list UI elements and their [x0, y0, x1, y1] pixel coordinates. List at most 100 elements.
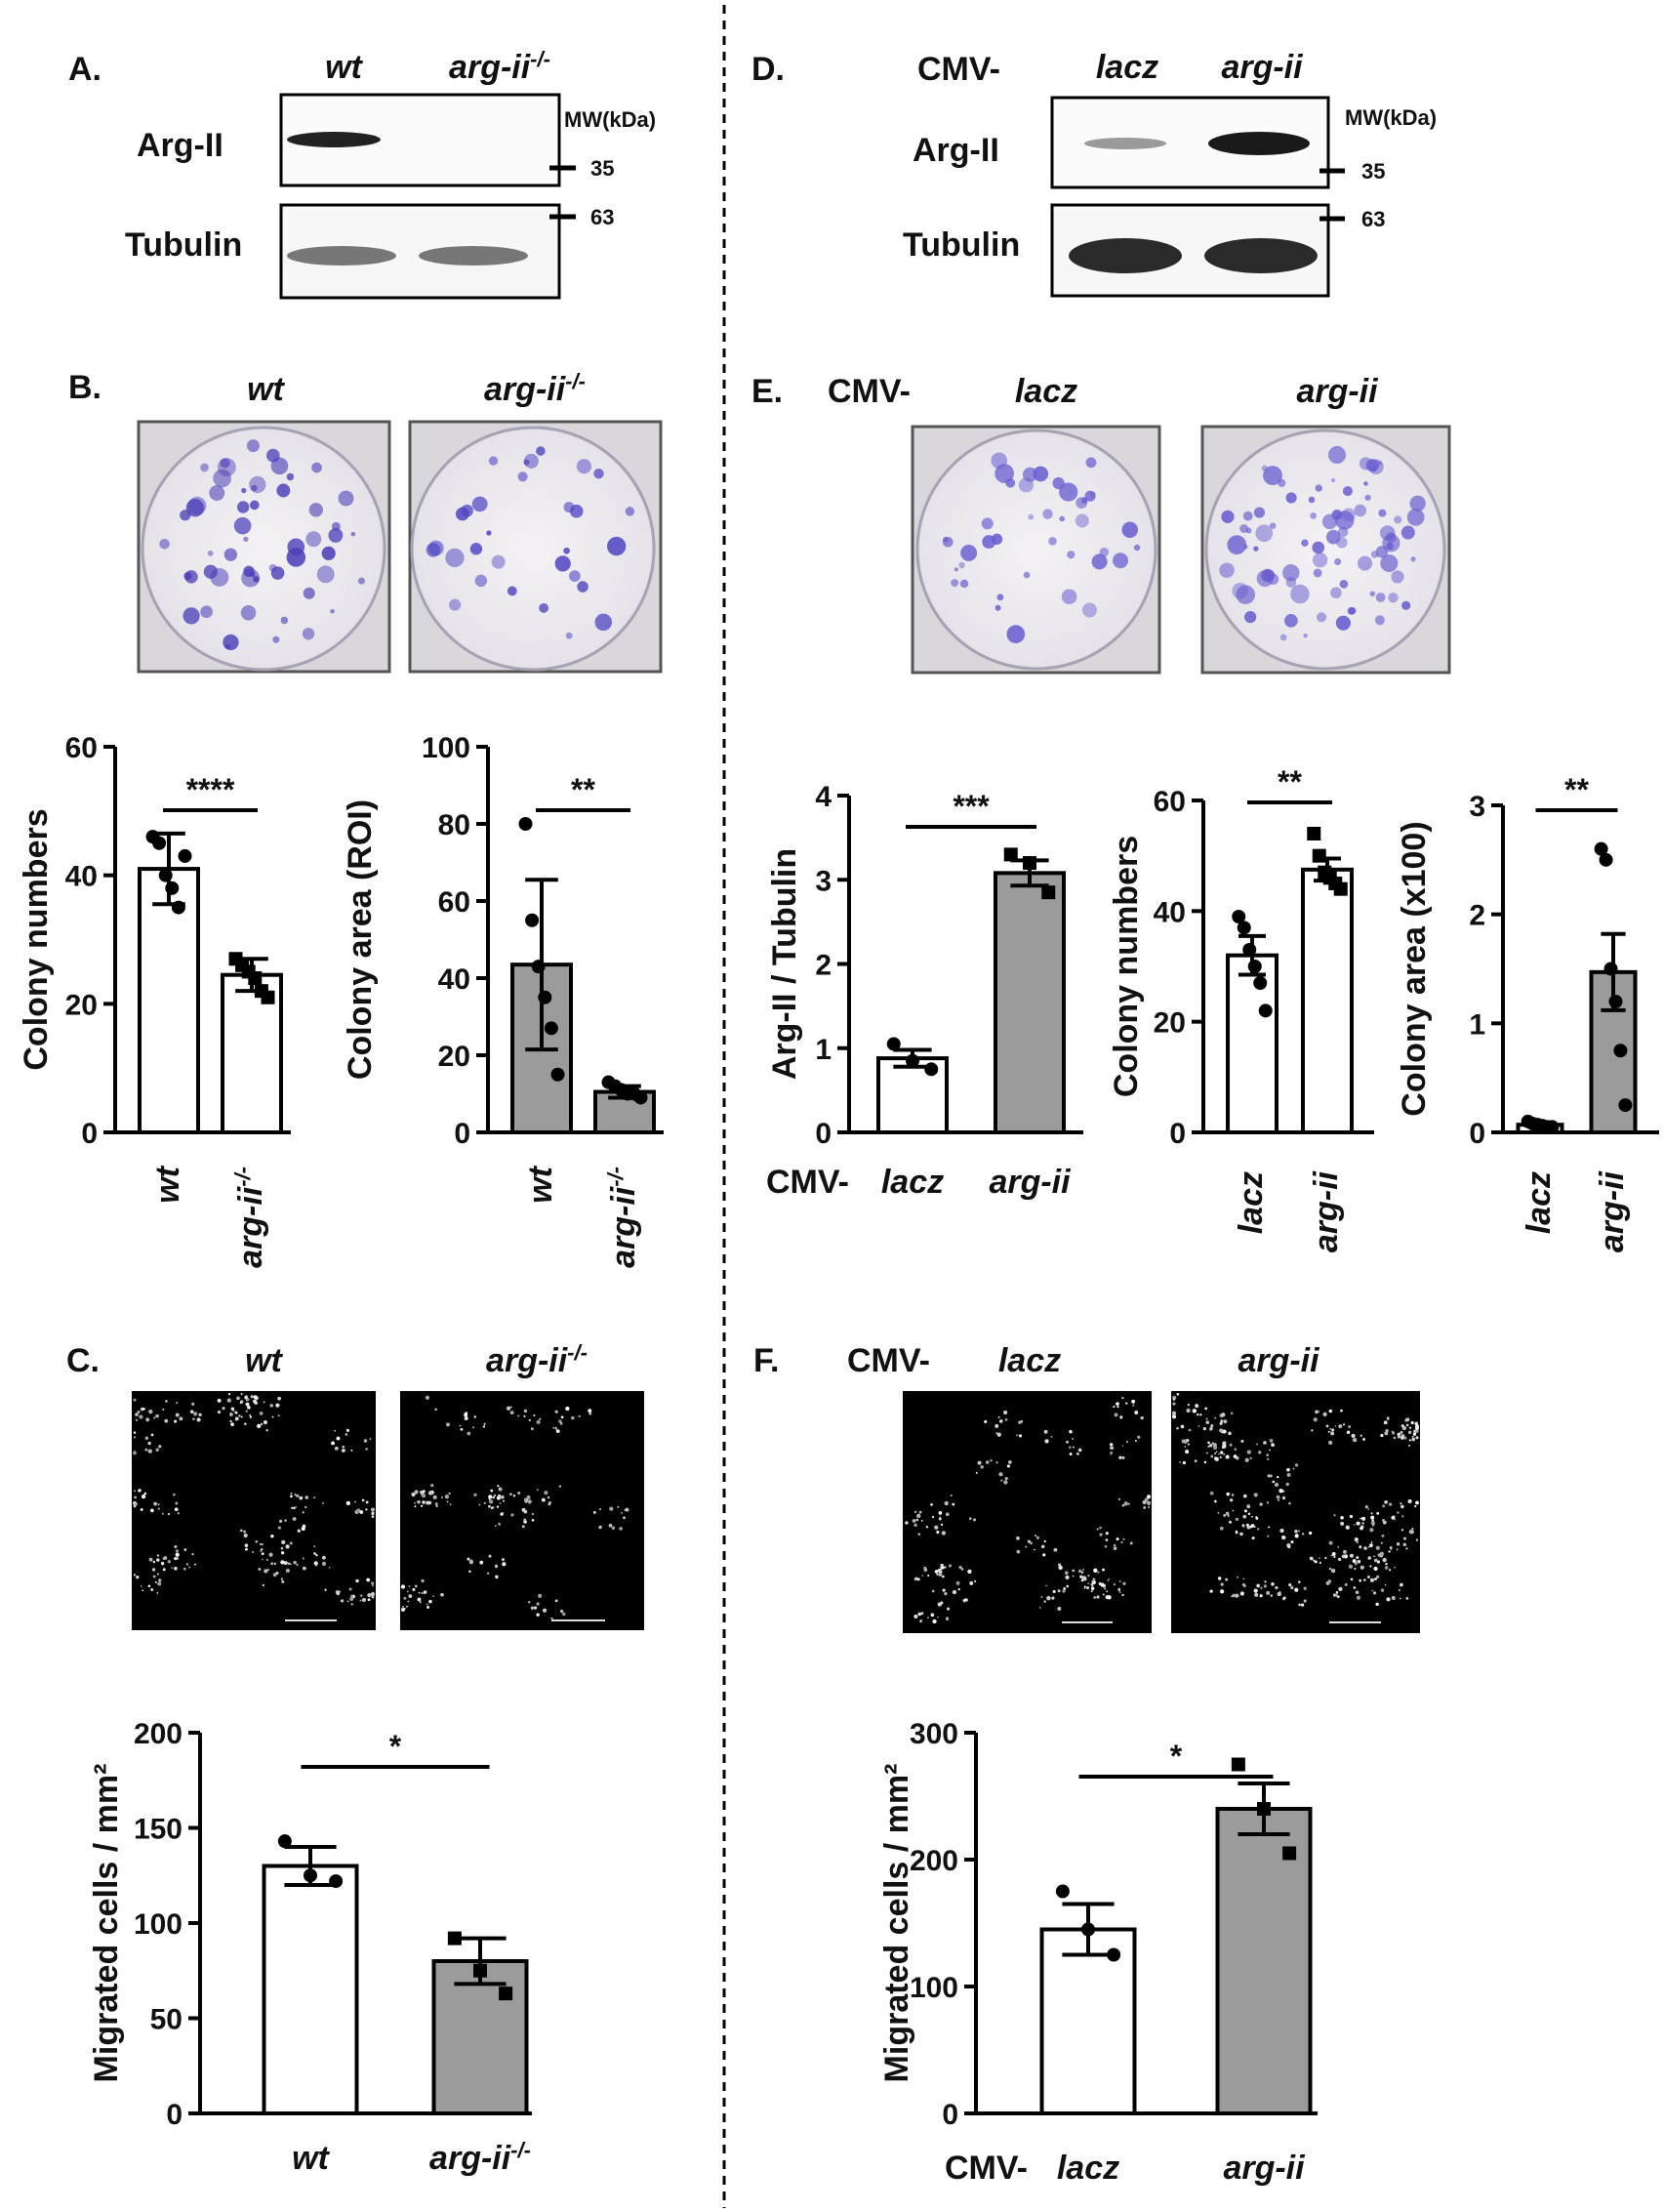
panel-letter-b: B. [68, 369, 101, 406]
migrated-cell [467, 1431, 471, 1436]
migrated-cell [1400, 1502, 1402, 1505]
migrated-cell [1239, 1591, 1244, 1596]
migrated-cell [299, 1495, 304, 1500]
plate-label-arg-ii: arg-ii [1296, 373, 1379, 410]
migrated-cell [1053, 1547, 1058, 1552]
migrated-cell [930, 1613, 935, 1618]
colony-spot [942, 536, 954, 548]
migrated-cell [371, 1515, 375, 1518]
colony-spot [1327, 445, 1347, 465]
migrated-cell [1171, 1411, 1177, 1415]
migrated-cell [1374, 1577, 1377, 1581]
colony-spot [209, 485, 225, 501]
data-point [1055, 1884, 1070, 1899]
migrated-cell [1396, 1542, 1400, 1546]
colony-spot [577, 581, 588, 593]
colony-spot [185, 499, 205, 517]
migrated-cell [1219, 1421, 1223, 1425]
migrated-cell [1342, 1423, 1346, 1426]
migrated-cell [478, 1503, 481, 1506]
migrated-cell [501, 1495, 505, 1499]
y-axis-label: Migrated cells / mm² [88, 1764, 125, 2083]
migrated-cell [345, 1500, 350, 1506]
colony-spot [1394, 515, 1402, 524]
migrated-cell [1381, 1518, 1385, 1522]
data-point [447, 1931, 462, 1946]
migration-micrograph-lacz [903, 1391, 1152, 1633]
migrated-cell [1375, 1545, 1380, 1550]
data-point [1258, 1004, 1273, 1018]
migrated-cell [1004, 1477, 1008, 1481]
migrated-cell [147, 1449, 152, 1454]
migrated-cell [1338, 1586, 1343, 1592]
x-category-label: arg-ii [1594, 1169, 1631, 1252]
y-tick-label: 0 [1169, 1118, 1186, 1150]
colony-spot [1310, 512, 1318, 519]
migrated-cell [1015, 1434, 1019, 1437]
migrated-cell [334, 1446, 339, 1451]
y-axis-label: Colony area (ROI) [342, 799, 379, 1080]
migrated-cell [345, 1433, 348, 1436]
y-tick-label: 150 [134, 1814, 183, 1846]
migrated-cell [950, 1495, 953, 1496]
colony-spot [1081, 602, 1097, 618]
colony-spot [1301, 539, 1309, 547]
colony-spot [1331, 477, 1336, 483]
plate-label-wt: wt [247, 371, 285, 408]
migrated-cell [1253, 1588, 1258, 1593]
colony-spot [1285, 577, 1297, 588]
migrated-cell [258, 1568, 262, 1571]
migrated-cell [1108, 1577, 1111, 1580]
migrated-cell [239, 1529, 243, 1533]
migrated-cell [1116, 1402, 1119, 1406]
migrated-cell [1328, 1540, 1333, 1545]
migrated-cell [302, 1566, 306, 1571]
colony-spot [286, 472, 295, 481]
colony-spot [1370, 551, 1379, 558]
migrated-cell [236, 1396, 240, 1401]
migrated-cell [1082, 1569, 1084, 1572]
colony-spot [1409, 495, 1426, 512]
migrated-cell [365, 1508, 368, 1511]
data-point [544, 1021, 558, 1036]
colony-spot [1255, 524, 1274, 543]
migrated-cell [302, 1511, 304, 1514]
migrated-cell [363, 1439, 368, 1443]
colony-spot [1121, 521, 1139, 539]
migrated-cell [402, 1606, 404, 1608]
migrated-cell [460, 1427, 464, 1431]
migrated-cell [1324, 1556, 1327, 1560]
migrated-cell [938, 1517, 942, 1521]
migrated-cell [489, 1499, 494, 1504]
migrated-cell [281, 1539, 286, 1545]
migrated-cell [492, 1495, 495, 1499]
micrograph-label-lacz: lacz [998, 1342, 1061, 1379]
panel-d: D. CMV- lacz arg-ii Arg-II Tubulin MW(kD… [751, 49, 1437, 298]
migrated-cell [249, 1413, 252, 1416]
migrated-cell [1146, 1500, 1152, 1505]
chart-c-migration: 0 50 100 150 200 Migrated cells / mm² wt arg-ii… [88, 1718, 532, 2177]
x-category-label: lacz [1521, 1171, 1558, 1234]
migrated-cell [1042, 1553, 1046, 1557]
migrated-cell [1388, 1569, 1392, 1572]
migrated-cell [1050, 1435, 1053, 1438]
migrated-cell [273, 1562, 276, 1566]
migrated-cell [229, 1412, 232, 1414]
y-tick-label: 60 [1154, 786, 1186, 818]
migrated-cell [334, 1429, 336, 1432]
migrated-cell [488, 1554, 492, 1558]
migrated-cell [1034, 1548, 1035, 1551]
migrated-cell [1092, 1577, 1095, 1580]
migrated-cell [1147, 1506, 1151, 1509]
migrated-cell [531, 1518, 535, 1522]
y-tick-label: 40 [1154, 896, 1186, 928]
data-point [261, 990, 275, 1004]
colony-plate-arg-ii-ko [408, 420, 663, 674]
migrated-cell [1292, 1467, 1295, 1470]
colony-spot [1354, 504, 1367, 517]
migrated-cell [230, 1422, 234, 1426]
colony-spot [203, 564, 218, 579]
migrated-cell [527, 1499, 532, 1504]
migrated-cell [403, 1596, 407, 1600]
